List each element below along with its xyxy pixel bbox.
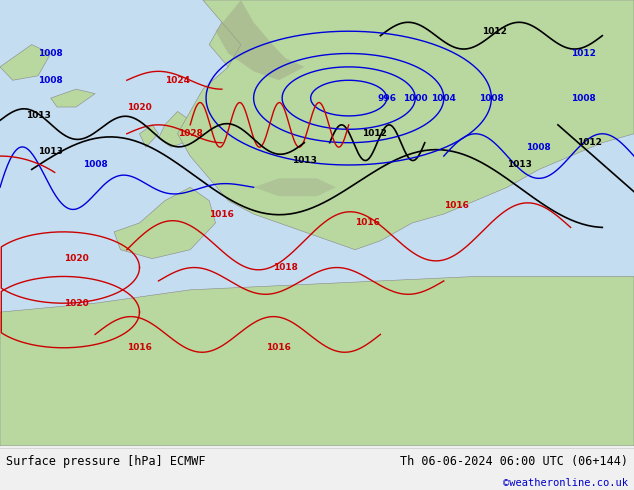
Polygon shape [216,0,304,80]
Text: 1020: 1020 [127,102,152,112]
Text: 1004: 1004 [431,94,456,102]
Text: 1013: 1013 [38,147,63,156]
Text: Th 06-06-2024 06:00 UTC (06+144): Th 06-06-2024 06:00 UTC (06+144) [399,455,628,468]
Text: 1020: 1020 [63,254,89,263]
Text: 1012: 1012 [482,27,507,36]
Text: 1008: 1008 [479,94,504,102]
Text: 1008: 1008 [82,161,108,170]
Text: 1016: 1016 [355,219,380,227]
Text: 1013: 1013 [25,111,51,121]
Text: 996: 996 [377,94,396,102]
Text: 1013: 1013 [292,156,317,165]
Text: 1008: 1008 [38,76,63,85]
Text: 1016: 1016 [444,200,469,210]
Text: 1008: 1008 [526,143,552,151]
Text: 1020: 1020 [63,299,89,308]
Text: 1024: 1024 [165,76,190,85]
Text: 1008: 1008 [38,49,63,58]
Text: 1016: 1016 [266,343,292,352]
Text: 1016: 1016 [127,343,152,352]
Text: 1016: 1016 [209,210,235,219]
Text: 1018: 1018 [273,263,298,272]
Text: 1012: 1012 [361,129,387,138]
Polygon shape [254,178,336,196]
Text: 1008: 1008 [571,94,596,102]
Text: 1012: 1012 [571,49,596,58]
Text: 1013: 1013 [507,161,533,170]
Text: 1028: 1028 [178,129,203,138]
Text: 1012: 1012 [577,138,602,147]
Text: 1000: 1000 [403,94,427,102]
Text: Surface pressure [hPa] ECMWF: Surface pressure [hPa] ECMWF [6,455,206,468]
Text: ©weatheronline.co.uk: ©weatheronline.co.uk [503,478,628,489]
